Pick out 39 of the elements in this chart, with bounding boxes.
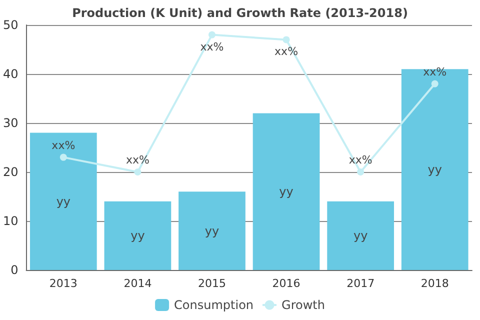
point	[134, 168, 142, 176]
data-label: xx%	[52, 138, 76, 152]
x-tick-label: 2018	[420, 277, 449, 290]
y-tick-label: 0	[10, 263, 18, 277]
bar	[252, 113, 320, 270]
data-label: yy	[279, 184, 294, 199]
point	[208, 31, 216, 38]
data-label: yy	[353, 228, 368, 243]
x-tick-label: 2016	[272, 277, 300, 290]
point	[60, 154, 67, 161]
x-tick-label: 2013	[49, 277, 78, 290]
bar	[178, 192, 246, 270]
bar	[401, 69, 468, 270]
x-tick-label: 2017	[346, 277, 375, 290]
bar	[327, 201, 394, 270]
bar	[104, 201, 172, 270]
y-tick-label: 30	[2, 116, 18, 130]
data-label: yy	[130, 228, 145, 243]
y-tick-label: 10	[2, 214, 18, 228]
y-tick-label: 50	[2, 18, 18, 32]
chart-title: Production (K Unit) and Growth Rate (2013-2018)	[72, 6, 408, 20]
data-label: xx%	[423, 65, 447, 78]
data-label: xx%	[200, 40, 224, 54]
data-label: xx%	[348, 154, 372, 166]
data-label: yy	[56, 194, 71, 208]
x-tick-label: 2015	[198, 277, 226, 290]
bar	[30, 132, 97, 270]
x-tick-label: 2014	[124, 277, 152, 290]
data-label: yy	[204, 224, 220, 238]
legend-label: Growth	[282, 298, 325, 312]
y-tick-label: 20	[2, 165, 18, 179]
data-label: xx%	[126, 154, 150, 166]
point	[357, 168, 364, 176]
legend-label: Consumption	[174, 298, 254, 312]
point	[431, 80, 438, 88]
y-tick-label: 40	[2, 67, 18, 81]
data-label: xx%	[274, 45, 298, 58]
point	[282, 36, 290, 44]
data-label: yy	[428, 162, 442, 177]
